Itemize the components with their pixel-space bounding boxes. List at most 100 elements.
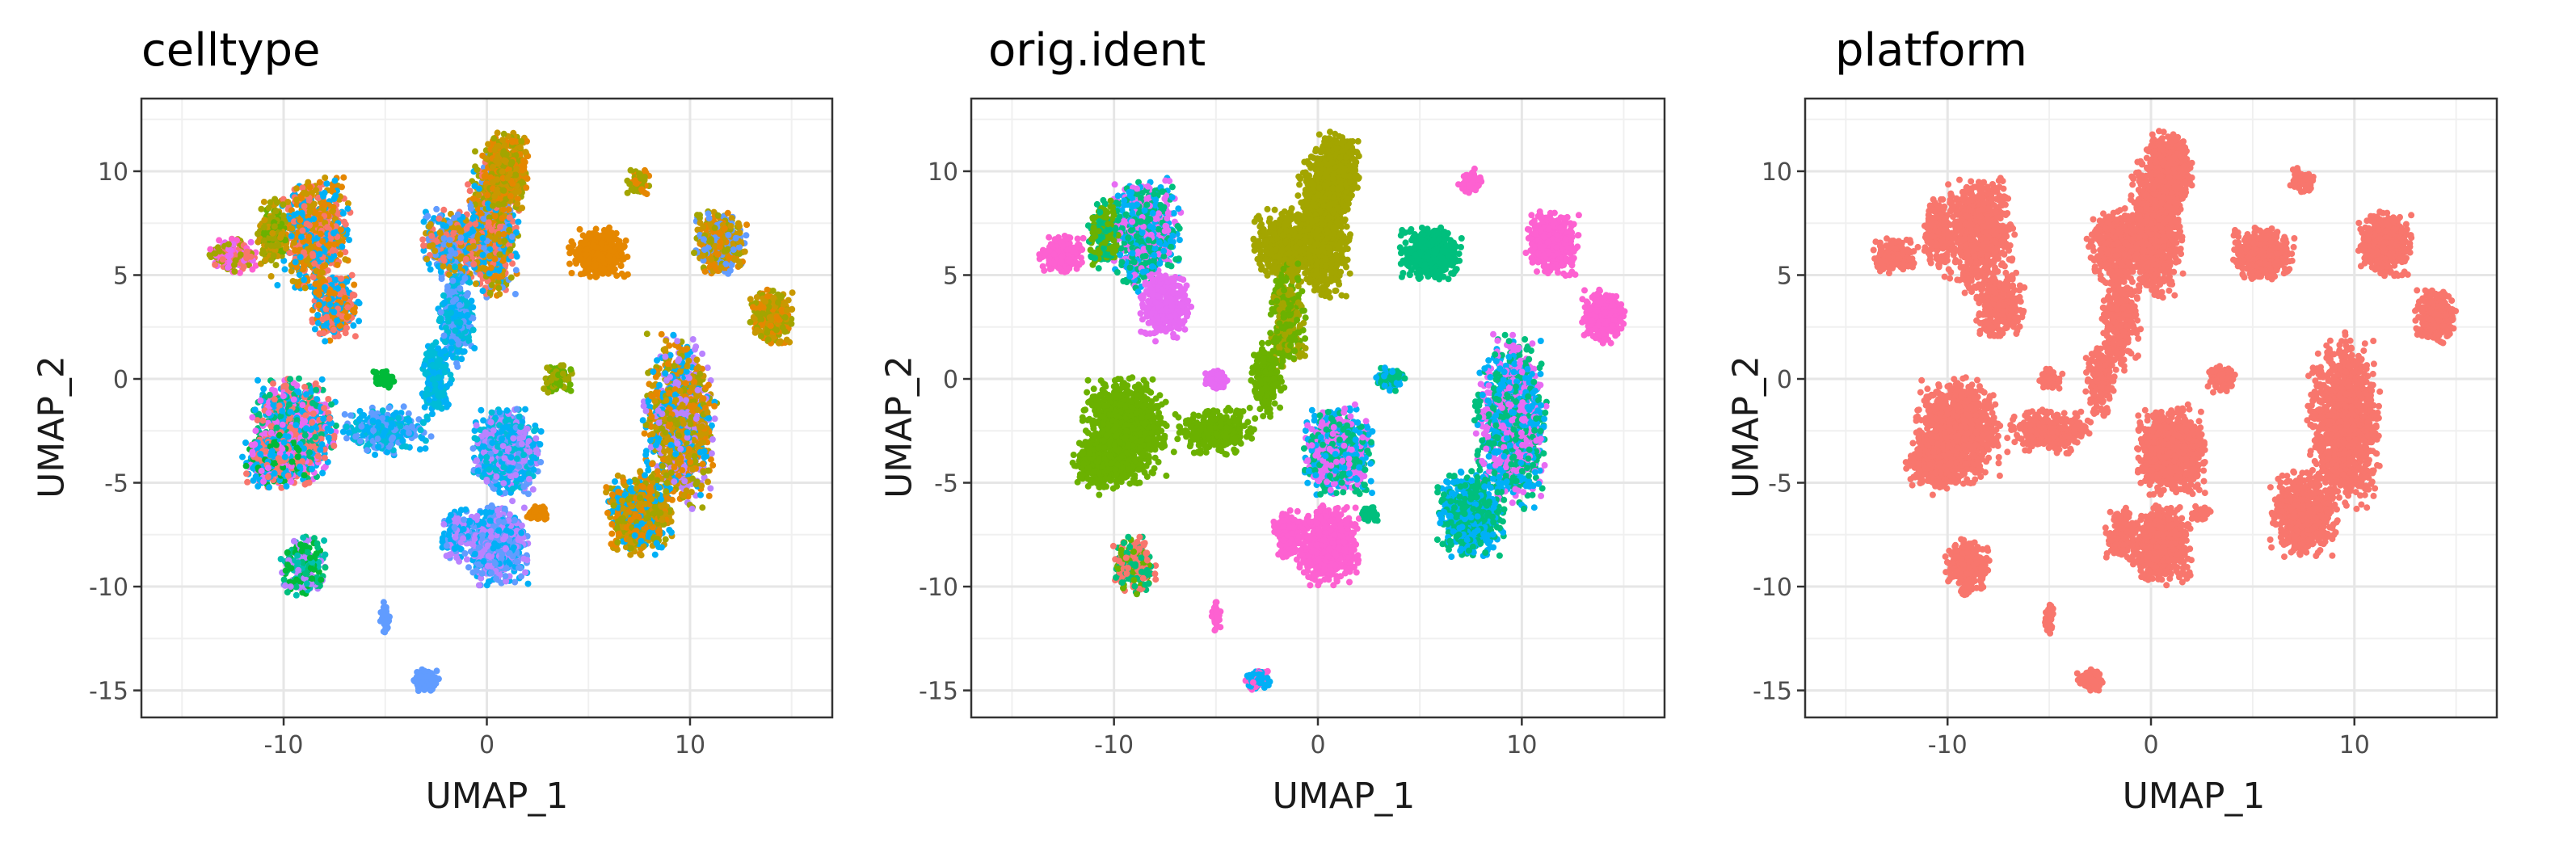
cell-point xyxy=(477,271,484,278)
cell-point xyxy=(471,345,478,351)
cell-point xyxy=(301,384,309,390)
cell-point xyxy=(320,192,327,200)
cell-point xyxy=(295,389,302,396)
cell-point xyxy=(319,238,326,245)
cell-point xyxy=(332,276,339,284)
cell-point xyxy=(303,190,310,197)
cell-cluster xyxy=(482,129,532,213)
cell-point xyxy=(300,266,307,273)
cell-point xyxy=(274,282,281,288)
cell-point xyxy=(470,242,477,250)
cell-point xyxy=(507,246,514,253)
cell-point xyxy=(356,300,363,307)
cell-point xyxy=(420,419,427,427)
cell-point xyxy=(302,425,309,432)
cell-point xyxy=(486,214,493,221)
cell-point xyxy=(479,251,486,259)
cell-point xyxy=(499,257,507,264)
cell-point xyxy=(429,242,436,249)
cell-point xyxy=(400,403,407,410)
cell-point xyxy=(457,319,464,326)
cell-point xyxy=(330,432,338,440)
cell-point xyxy=(370,427,377,434)
cell-point xyxy=(330,229,337,237)
cell-point xyxy=(356,415,363,423)
cell-point xyxy=(499,168,506,175)
cell-point xyxy=(433,205,440,212)
cell-point xyxy=(477,209,484,217)
cell-point xyxy=(512,267,520,274)
cell-point xyxy=(486,289,494,297)
cell-point xyxy=(417,427,424,434)
cell-point xyxy=(397,423,404,430)
cell-point xyxy=(281,266,288,273)
cell-point xyxy=(303,257,310,264)
cell-point xyxy=(490,135,498,142)
cell-point xyxy=(313,288,320,296)
cell-point xyxy=(444,318,452,325)
cell-point xyxy=(441,339,448,346)
cell-point xyxy=(402,443,410,450)
cell-point xyxy=(324,425,331,432)
cell-point xyxy=(421,404,428,411)
cell-point xyxy=(489,163,496,170)
cell-point xyxy=(292,247,299,254)
cell-point xyxy=(372,451,379,458)
cell-point xyxy=(288,233,295,240)
cell-point xyxy=(312,280,319,288)
cell-point xyxy=(474,166,481,174)
cell-point xyxy=(320,330,327,337)
cell-point xyxy=(489,179,496,186)
cell-point xyxy=(314,452,322,460)
cell-point xyxy=(440,299,448,306)
cell-point xyxy=(340,174,347,181)
cell-point xyxy=(343,423,350,431)
cell-point xyxy=(480,215,487,222)
cell-point xyxy=(279,407,286,414)
cell-point xyxy=(309,250,316,258)
cell-point xyxy=(283,482,290,490)
cell-point xyxy=(457,228,465,235)
cell-point xyxy=(515,218,522,225)
cell-point xyxy=(287,408,294,415)
cell-point xyxy=(257,397,264,404)
cell-point xyxy=(286,401,293,408)
cell-point xyxy=(342,256,349,263)
cell-point xyxy=(296,271,303,279)
cell-point xyxy=(298,233,305,241)
cell-point xyxy=(328,401,335,408)
cell-point xyxy=(423,255,431,263)
cell-point xyxy=(322,202,328,209)
cell-point xyxy=(321,405,328,412)
cell-point xyxy=(341,410,348,418)
cell-point xyxy=(449,277,457,284)
cell-point xyxy=(343,313,351,321)
cell-point xyxy=(351,309,358,316)
cell-point xyxy=(326,414,333,422)
cell-point xyxy=(509,180,516,187)
cell-point xyxy=(487,264,495,271)
cell-point xyxy=(464,312,471,318)
cell-point xyxy=(289,278,297,284)
cell-point xyxy=(270,402,277,409)
cell-point xyxy=(265,410,272,417)
cell-point xyxy=(312,434,319,440)
cell-point xyxy=(495,230,503,238)
cell-point xyxy=(438,275,445,283)
cell-point xyxy=(469,195,477,202)
cell-point xyxy=(318,376,326,383)
cell-point xyxy=(306,183,314,191)
cell-point xyxy=(293,196,300,204)
cell-point xyxy=(471,183,478,190)
cell-point xyxy=(267,429,275,436)
cell-point xyxy=(338,275,345,282)
cell-point xyxy=(448,339,455,346)
cell-point xyxy=(351,427,359,434)
cell-point xyxy=(280,393,287,400)
cell-point xyxy=(507,192,514,200)
cell-point xyxy=(452,263,458,271)
cell-point xyxy=(484,191,491,199)
cell-point xyxy=(500,148,507,155)
cell-point xyxy=(301,431,309,439)
